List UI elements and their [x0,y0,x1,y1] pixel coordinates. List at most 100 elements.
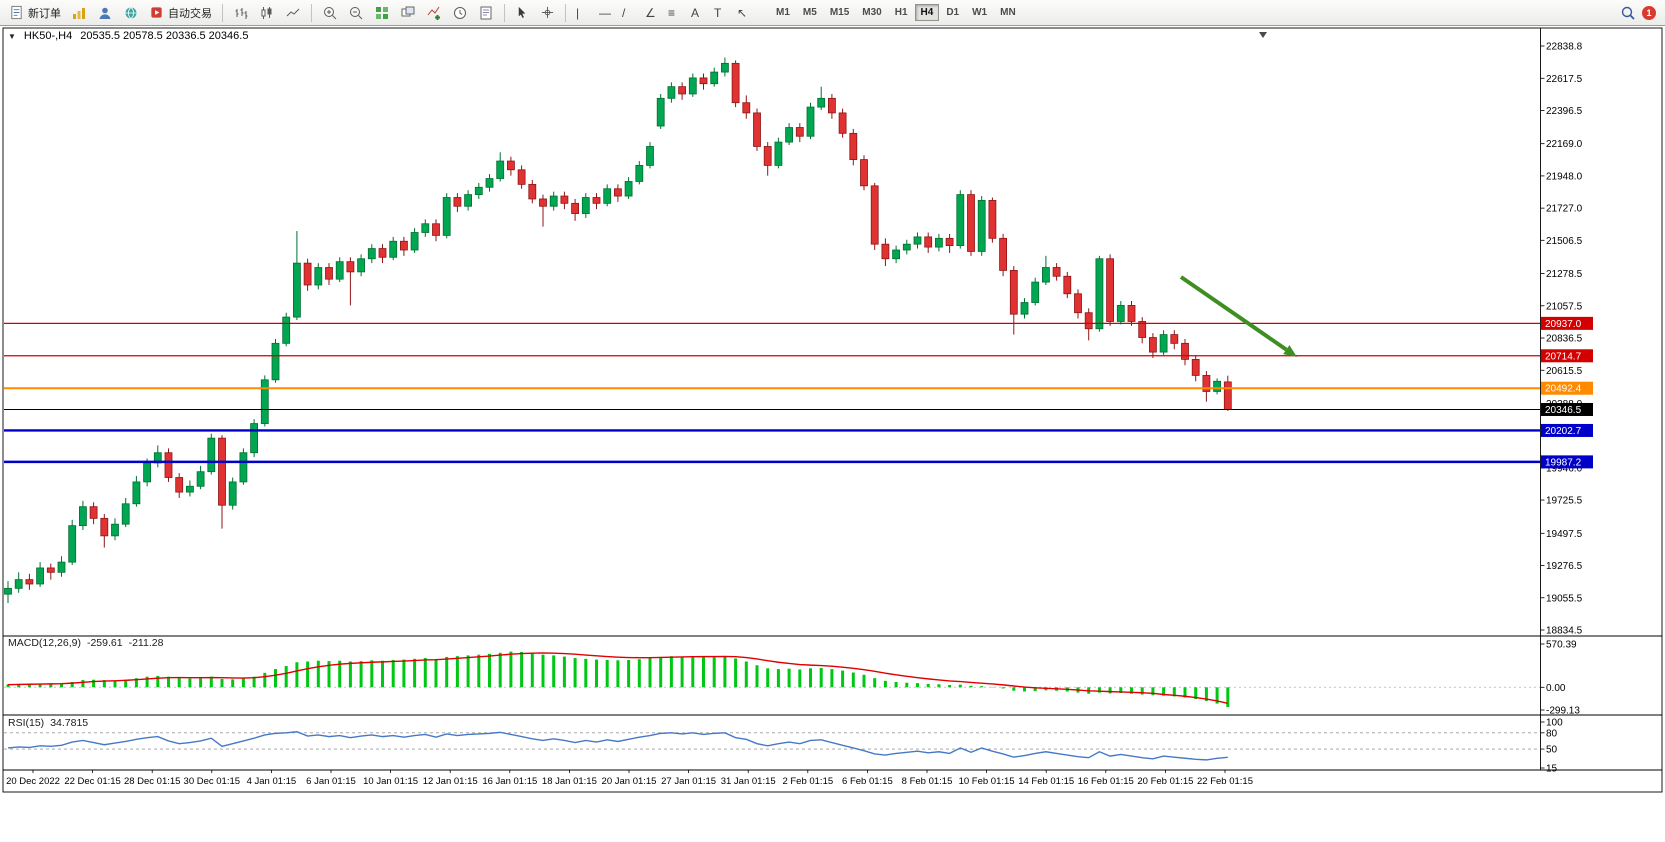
timeframe-m1-button[interactable]: M1 [776,7,790,18]
candle-body [485,178,494,188]
time-tick-label: 10 Feb 01:15 [959,776,1015,787]
green-grid-icon [376,6,388,19]
level-lines-layer[interactable] [4,322,1540,464]
notification-badge[interactable]: 1 [1642,5,1656,20]
price-badge [1541,381,1593,395]
tile-windows-button[interactable] [370,2,394,23]
label-tool-button[interactable]: T [710,2,731,23]
timeframe-m30-button[interactable]: M30 [862,7,882,18]
trendline-tool-button[interactable]: / [618,2,639,23]
candle-body [357,258,366,273]
candle-body [699,77,708,85]
candle-body [303,262,312,286]
macd-tick-label: 0.00 [1546,683,1566,694]
candle-body [1223,381,1232,410]
timeframe-m15-button[interactable]: M15 [829,7,850,18]
collapse-icon[interactable]: ▼ [8,32,16,41]
scroll-marker[interactable] [1259,32,1267,38]
candle-body [710,71,719,85]
candle-body [517,169,526,185]
arrow-annotation[interactable] [1179,275,1297,357]
candle-body [464,194,473,207]
time-tick-label: 20 Feb 01:15 [1137,776,1193,787]
search-button[interactable] [1616,2,1640,23]
candle-body [956,194,965,247]
price-badge-label: 20346.5 [1545,405,1582,416]
candle-body [271,342,280,381]
line-chart-mode-button[interactable] [281,2,305,23]
periods-button[interactable] [448,2,472,23]
candlestick-icon [261,6,272,19]
candle-body [763,146,772,166]
candles-layer[interactable] [4,57,1232,603]
auto-trading-button[interactable]: 自动交易 [145,2,216,23]
timeframe-h4-button[interactable]: H4 [914,4,940,21]
cursor-tool-button[interactable] [511,2,534,23]
time-tick-label: 6 Jan 01:15 [306,776,356,787]
arrow-shaft [1179,275,1288,352]
timeframe-w1-button[interactable]: W1 [972,7,988,18]
fibonacci-tool-button[interactable]: ≡ [664,2,685,23]
horizontal-line-icon: — [599,5,611,20]
candle-body [688,77,697,95]
rsi-line [7,731,1228,761]
zoom-out-icon [350,6,363,19]
bar-chart-mode-button[interactable] [229,2,253,23]
candle-body [399,240,408,251]
timeframe-mn-button[interactable]: MN [1000,7,1016,18]
price-tick-label: 21948.0 [1546,171,1583,182]
candle-body [132,481,141,505]
candle-body [624,181,633,197]
candle-body [239,452,248,483]
candle-body [1106,258,1114,322]
timeframe-d1-button[interactable]: D1 [946,7,960,18]
timeframe-m5-button[interactable]: M5 [802,7,817,18]
time-tick-label: 10 Jan 01:15 [363,776,418,787]
timeframe-h1-button[interactable]: H1 [894,7,908,18]
candle-body [528,183,537,200]
bar-chart-gold-icon [73,7,85,19]
line-chart-icon [286,8,300,16]
candle-body [68,525,77,563]
text-tool-button[interactable]: A [687,2,708,23]
price-badge-label: 20714.7 [1545,351,1582,362]
candle-body [892,249,900,260]
macd-tick-label: -299.13 [1546,706,1580,717]
arrows-tool-button[interactable]: ↖ [733,2,754,23]
time-tick-label: 30 Dec 01:15 [184,776,241,787]
price-tick-label: 21506.5 [1546,236,1583,247]
zoom-in-button[interactable] [318,2,342,23]
separator [222,3,223,22]
candle-body [1127,305,1136,322]
horizontal-line-tool-button[interactable]: — [595,2,616,23]
rsi-value: 34.7815 [50,717,89,729]
candle-body [314,267,323,286]
toolbar: 新订单 自动交易 [0,0,1665,26]
candle-body [667,86,676,99]
chart-outer-border [2,27,1663,793]
candle-body [100,517,109,537]
price-tick-label: 18834.5 [1546,626,1583,637]
price-badge [1541,349,1593,363]
channel-tool-button[interactable]: ∠ [641,2,662,23]
auto-trading-label: 自动交易 [168,7,212,20]
templates-button[interactable] [474,2,498,23]
community-button[interactable] [119,2,143,23]
candle-body [838,112,847,134]
new-order-button[interactable]: 新订单 [5,2,65,23]
separator [565,3,566,22]
add-indicator-button[interactable] [422,2,446,23]
price-badge-label: 20492.4 [1545,384,1582,395]
candle-body [111,523,119,537]
candle-body [774,141,783,166]
time-tick-label: 12 Jan 01:15 [423,776,478,787]
cascade-windows-button[interactable] [396,2,420,23]
chart-canvas[interactable]: 22838.8 22617.5 22396.5 22169.0 21948.0 21727… [0,26,1665,842]
charts-button[interactable] [67,2,91,23]
accounts-button[interactable] [93,2,117,23]
vertical-line-tool-button[interactable]: | [572,2,593,23]
candlestick-mode-button[interactable] [255,2,279,23]
candle-body [506,160,515,171]
crosshair-tool-button[interactable] [536,2,559,23]
zoom-out-button[interactable] [344,2,368,23]
